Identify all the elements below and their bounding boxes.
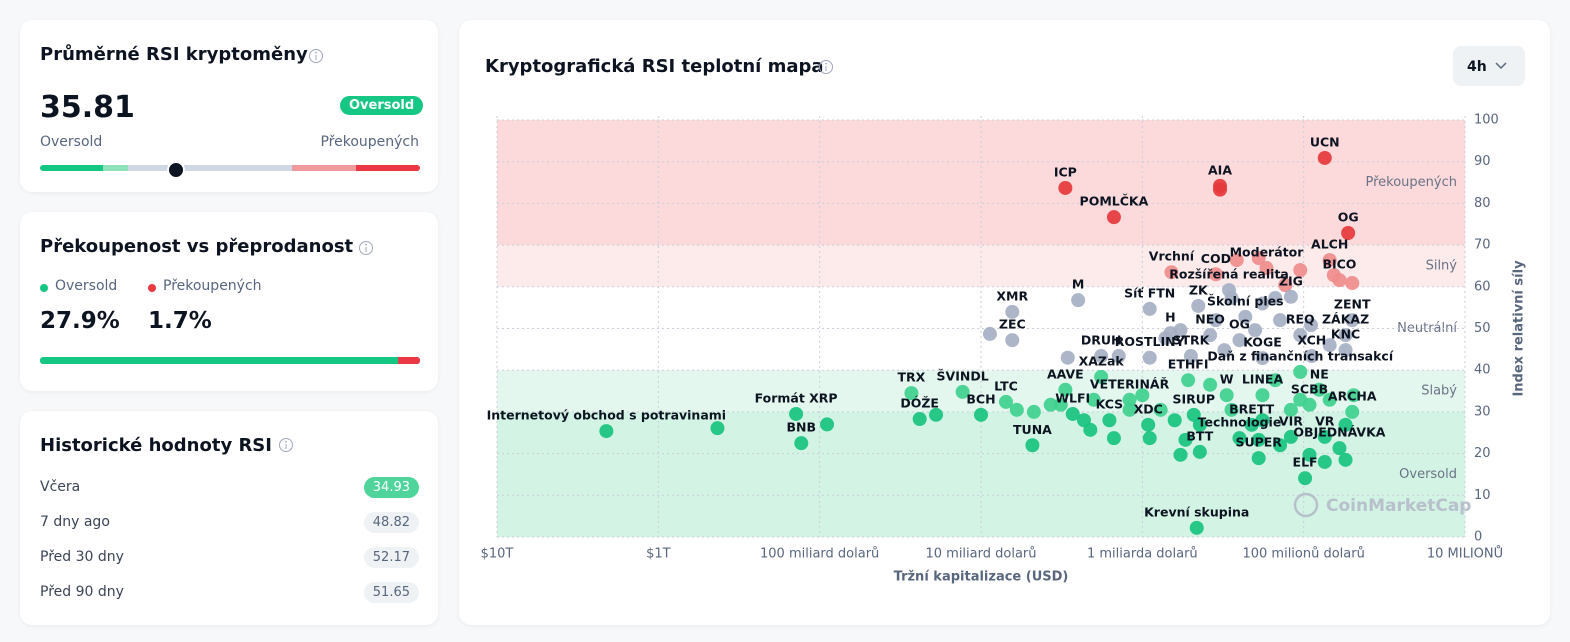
gauge-marker xyxy=(167,161,186,179)
ratio-bar xyxy=(40,357,420,364)
history-label: Včera xyxy=(40,479,81,495)
gauge-left-label: Oversold xyxy=(40,134,103,150)
ratio-value: 1.7% xyxy=(148,308,212,334)
ratio-segment xyxy=(398,357,420,364)
history-value: 48.82 xyxy=(363,512,419,533)
rsi-card: Průměrné RSI kryptoměny 35.81 Oversold O… xyxy=(20,20,438,192)
history-card: Historické hodnoty RSI Včera 34.93 7 dny a… xyxy=(20,411,438,625)
history-label: Před 90 dny xyxy=(40,584,124,600)
ratio-card: Překoupenost vs přeprodanost Oversold 27.… xyxy=(20,212,438,391)
gauge-right-label: Překoupených xyxy=(320,134,419,150)
card-title: Průměrné RSI kryptoměny xyxy=(40,44,308,65)
card-title: Překoupenost vs přeprodanost xyxy=(40,236,354,257)
card-title: Historické hodnoty RSI xyxy=(40,435,272,456)
status-badge: Oversold xyxy=(340,96,424,115)
info-icon[interactable] xyxy=(358,240,374,256)
history-value: 34.93 xyxy=(363,477,419,498)
legend-label: Překoupených xyxy=(163,278,262,294)
gauge-bar xyxy=(40,165,420,171)
ratio-value: 27.9% xyxy=(40,308,120,334)
history-label: Před 30 dny xyxy=(40,549,124,565)
legend-dot xyxy=(40,284,48,292)
history-label: 7 dny ago xyxy=(40,514,110,530)
info-icon[interactable] xyxy=(278,437,294,453)
legend-dot xyxy=(148,284,156,292)
history-value: 52.17 xyxy=(363,547,419,568)
legend-label: Oversold xyxy=(55,278,118,294)
info-icon[interactable] xyxy=(308,48,324,64)
rsi-value: 35.81 xyxy=(40,90,135,125)
ratio-segment xyxy=(40,357,399,364)
history-value: 51.65 xyxy=(363,582,419,603)
chart-card xyxy=(459,20,1550,625)
